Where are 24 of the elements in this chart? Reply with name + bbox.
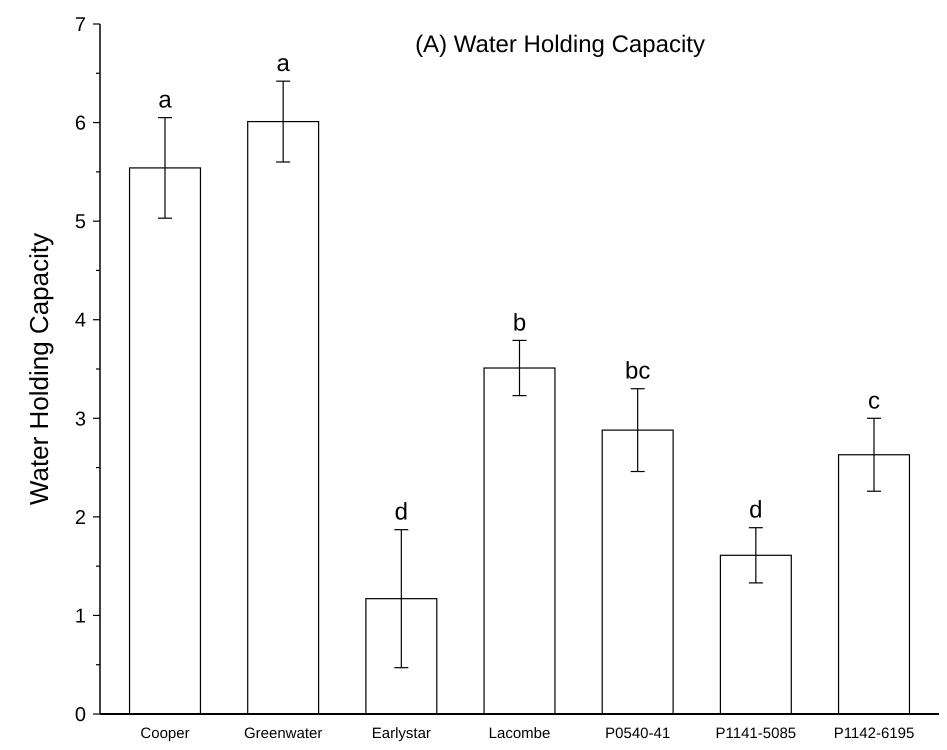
x-tick-label: P0540-41 [605,725,670,742]
x-tick-label: P1142-6195 [834,725,914,742]
x-tick-label: Lacombe [488,725,550,742]
annotation: b [512,309,526,336]
annotation: a [276,50,290,78]
x-tick-label: Greenwater [244,725,322,742]
y-tick-label: 7 [74,14,86,36]
y-tick-label: 0 [74,704,86,726]
chart-title: (A) Water Holding Capacity [415,31,705,58]
y-axis-title: Water Holding Capacity [24,232,54,506]
annotation: a [158,86,172,114]
y-tick-label: 3 [74,408,86,430]
annotation: bc [624,358,650,385]
x-tick-label: Cooper [140,725,190,742]
y-tick-label: 2 [74,506,86,529]
y-tick-label: 1 [74,605,86,628]
y-tick-label: 4 [74,310,86,332]
x-tick-label: P1141-5085 [716,725,796,742]
y-tick-label: 5 [74,211,86,234]
y-tick-label: 6 [74,112,86,135]
annotation: d [394,498,408,526]
annotation: c [868,387,880,414]
x-tick-label: Earlystar [372,725,431,742]
annotation: d [749,496,763,524]
